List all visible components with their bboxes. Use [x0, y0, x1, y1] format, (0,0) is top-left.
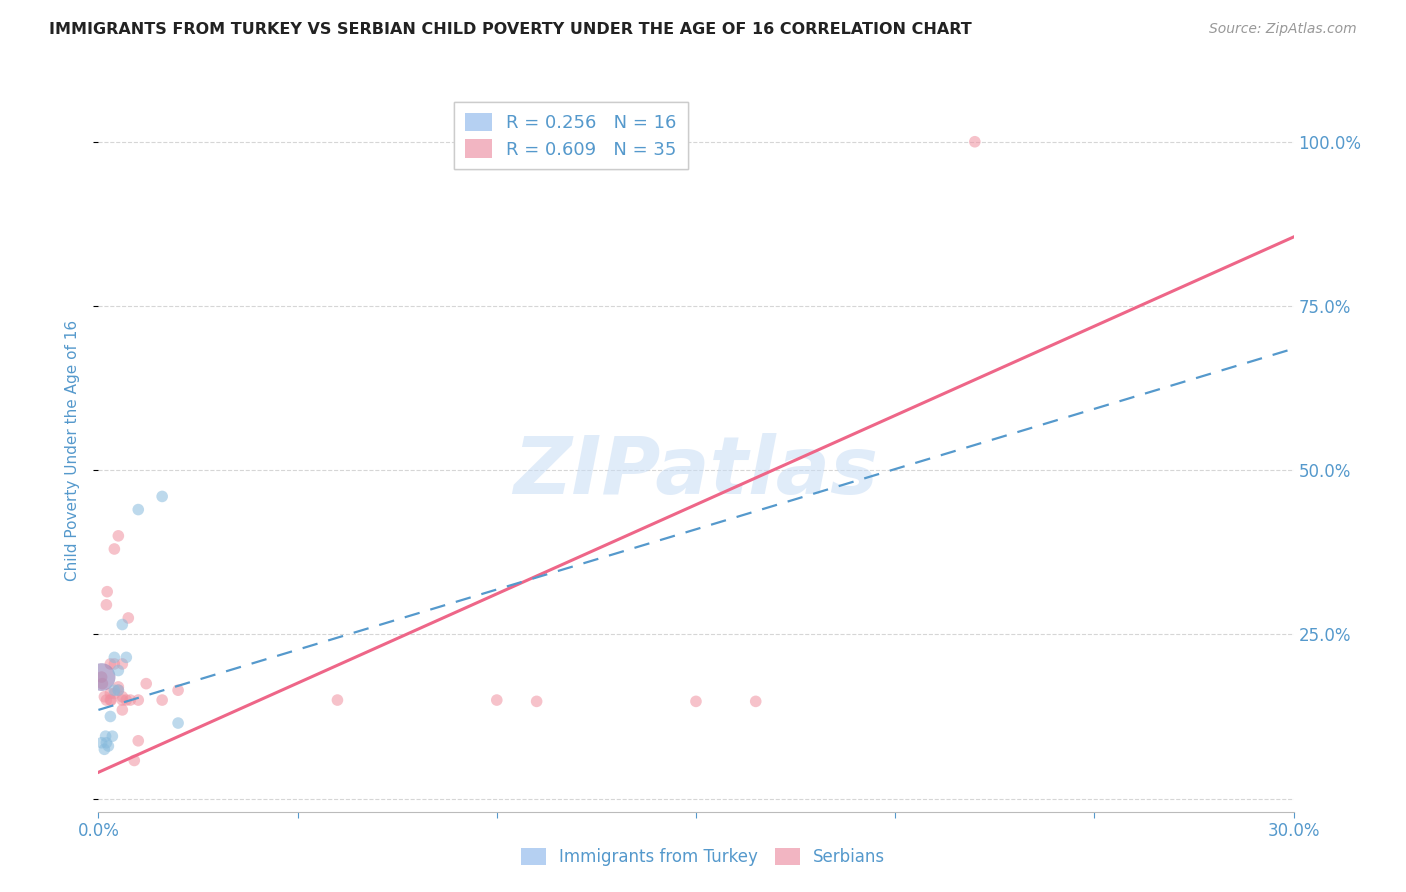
Point — [103, 541, 125, 556]
Point — [107, 683, 129, 698]
Point — [167, 716, 190, 731]
Point — [98, 686, 122, 700]
Point — [111, 657, 134, 671]
Point — [101, 729, 124, 743]
Point — [963, 135, 986, 149]
Point — [97, 739, 120, 753]
Point — [107, 680, 129, 694]
Point — [91, 676, 114, 690]
Point — [103, 657, 125, 671]
Point — [94, 729, 117, 743]
Point — [107, 683, 129, 698]
Point — [111, 617, 134, 632]
Point — [98, 657, 122, 671]
Point — [103, 650, 125, 665]
Point — [96, 598, 118, 612]
Point — [98, 693, 122, 707]
Point — [485, 693, 508, 707]
Point — [111, 693, 134, 707]
Point — [90, 670, 112, 684]
Text: IMMIGRANTS FROM TURKEY VS SERBIAN CHILD POVERTY UNDER THE AGE OF 16 CORRELATION : IMMIGRANTS FROM TURKEY VS SERBIAN CHILD … — [49, 22, 972, 37]
Point — [326, 693, 349, 707]
Point — [96, 736, 118, 750]
Point — [135, 676, 157, 690]
Point — [98, 709, 122, 723]
Text: Source: ZipAtlas.com: Source: ZipAtlas.com — [1209, 22, 1357, 37]
Point — [96, 584, 118, 599]
Point — [90, 670, 112, 684]
Point — [120, 693, 142, 707]
Point — [111, 690, 134, 704]
Point — [745, 694, 768, 708]
Point — [93, 690, 115, 704]
Point — [103, 686, 125, 700]
Point — [111, 703, 134, 717]
Point — [124, 754, 146, 768]
Point — [96, 693, 118, 707]
Point — [127, 693, 149, 707]
Point — [103, 683, 125, 698]
Point — [127, 733, 149, 747]
Point — [107, 664, 129, 678]
Point — [115, 650, 138, 665]
Text: ZIPatlas: ZIPatlas — [513, 434, 879, 511]
Point — [150, 490, 173, 504]
Point — [127, 502, 149, 516]
Legend: Immigrants from Turkey, Serbians: Immigrants from Turkey, Serbians — [515, 841, 891, 873]
Point — [93, 742, 115, 756]
Point — [90, 736, 112, 750]
Legend: R = 0.256   N = 16, R = 0.609   N = 35: R = 0.256 N = 16, R = 0.609 N = 35 — [454, 102, 688, 169]
Y-axis label: Child Poverty Under the Age of 16: Child Poverty Under the Age of 16 — [65, 320, 80, 581]
Point — [526, 694, 548, 708]
Point — [167, 683, 190, 698]
Point — [107, 529, 129, 543]
Point — [100, 693, 122, 707]
Point — [115, 693, 138, 707]
Point — [117, 611, 139, 625]
Point — [685, 694, 707, 708]
Point — [150, 693, 173, 707]
